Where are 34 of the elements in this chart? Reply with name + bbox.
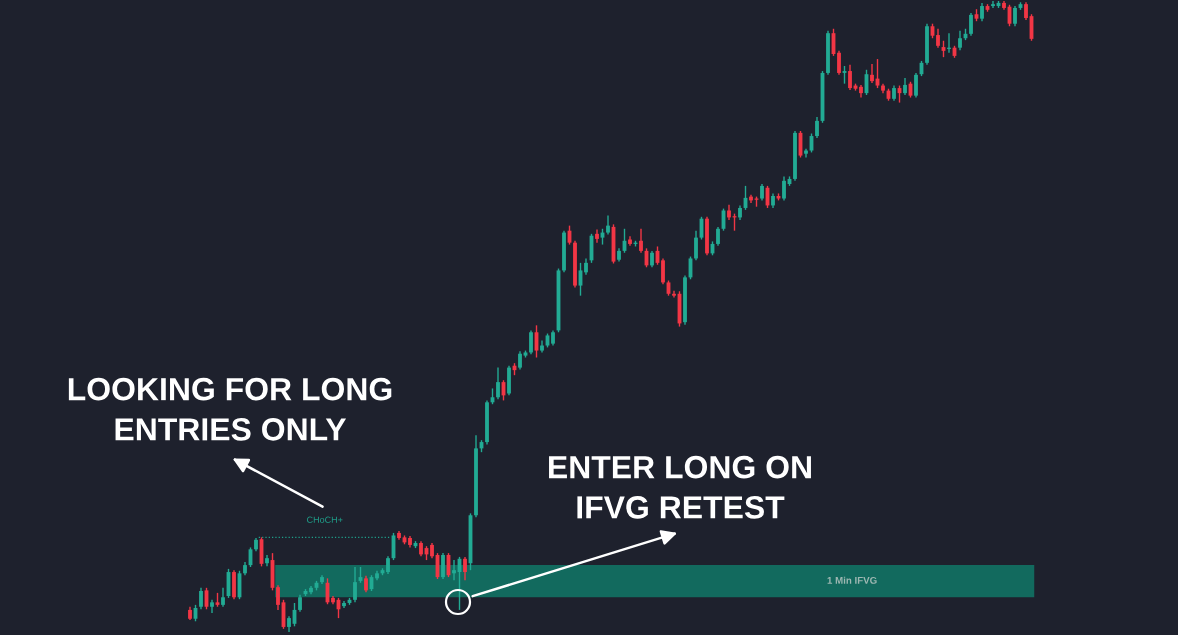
candlestick	[1013, 5, 1017, 27]
ref-line-label: CHoCH+	[307, 516, 343, 523]
candlestick	[661, 257, 665, 286]
band-label: 1 Min IFVG	[827, 576, 877, 584]
candlestick	[870, 63, 874, 84]
candlestick	[639, 228, 643, 254]
candlestick	[199, 587, 203, 610]
candlestick	[969, 12, 973, 37]
candlestick	[980, 2, 984, 22]
candlestick	[782, 175, 786, 202]
candlestick	[353, 566, 357, 604]
candlestick	[628, 235, 632, 247]
candlestick	[452, 559, 456, 581]
candlestick	[716, 226, 720, 247]
candlestick	[958, 29, 962, 51]
candlestick	[276, 584, 280, 611]
candlestick	[606, 214, 610, 236]
candlestick	[837, 50, 841, 76]
candlestick	[595, 228, 599, 244]
candlestick	[914, 72, 918, 99]
candlestick	[221, 587, 225, 608]
candlestick	[936, 28, 940, 49]
annotation: LOOKING FOR LONG ENTRIES ONLY	[68, 377, 392, 441]
candlestick	[991, 0, 995, 9]
candlestick	[518, 350, 522, 371]
annotation: ENTER LONG ON IFVG RETEST	[549, 455, 811, 519]
candlestick	[441, 552, 445, 580]
candlestick	[694, 229, 698, 262]
candlestick	[463, 556, 467, 581]
candlestick	[496, 366, 500, 400]
candlestick	[529, 329, 533, 356]
candlestick	[848, 64, 852, 91]
candlestick	[672, 289, 676, 299]
candlestick	[815, 116, 819, 139]
